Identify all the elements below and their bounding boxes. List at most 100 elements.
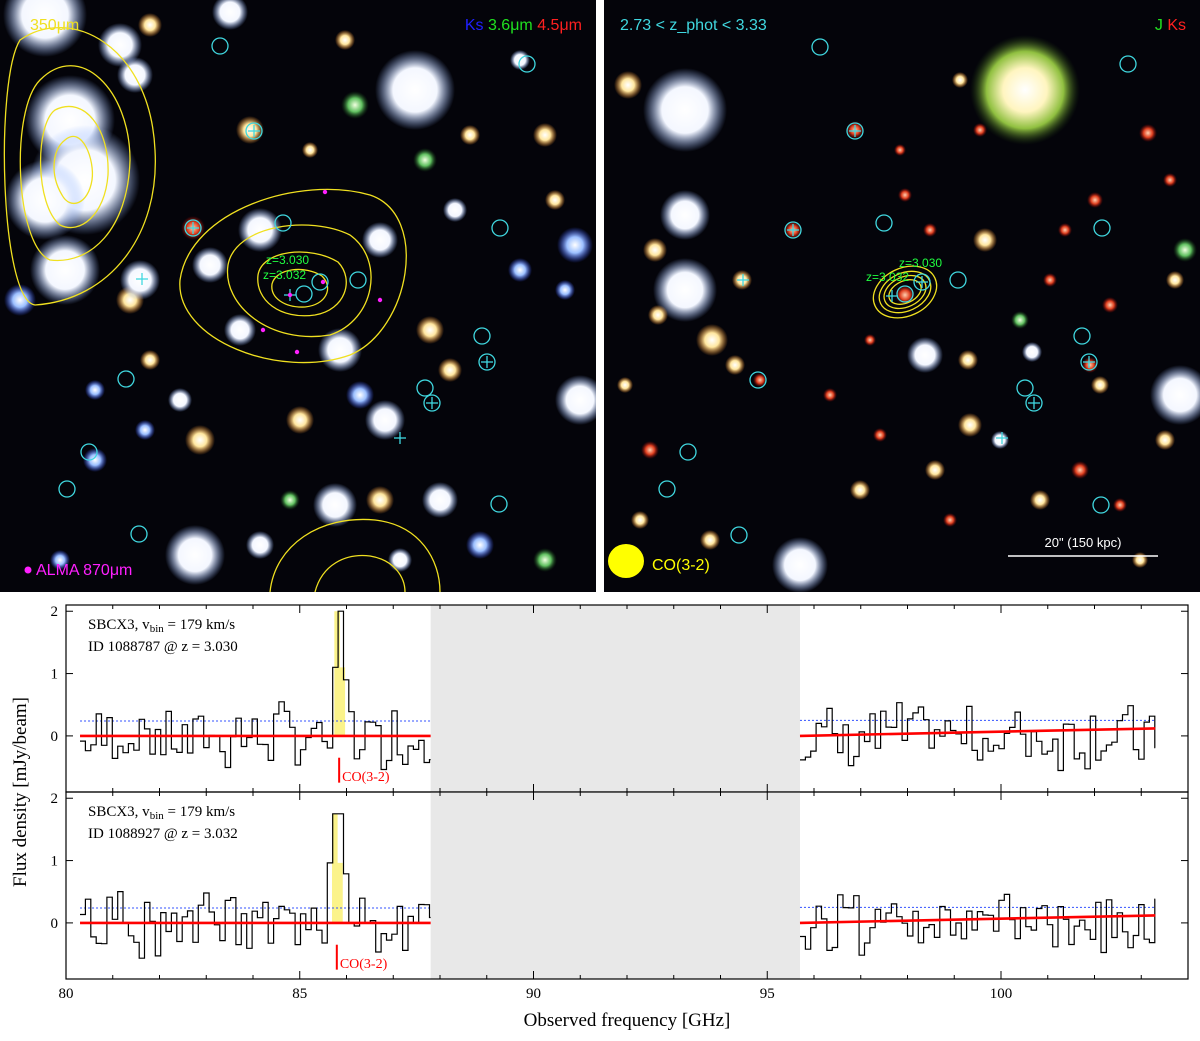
source-14	[1011, 311, 1029, 329]
alma-870um-label: ALMA 870μm	[36, 562, 132, 579]
candidate-circle-10	[1080, 353, 1098, 371]
right-image-panel: 2.73 < z_phot < 3.33 J Ks CO(3-2) 20" (1…	[604, 0, 1200, 592]
y-tick-label: 0	[51, 729, 59, 745]
source-21	[318, 328, 362, 372]
band-4-5um: 4.5μm	[537, 17, 582, 34]
source-6	[117, 57, 153, 93]
source-31	[185, 425, 215, 455]
spectrum-id-label: ID 1088787 @ z = 3.030	[88, 639, 238, 655]
candidate-circle-1	[1119, 55, 1137, 73]
source-19	[772, 537, 828, 592]
source-19	[238, 208, 282, 252]
source-34	[85, 380, 105, 400]
source-22	[617, 377, 633, 393]
co32-contour-2	[883, 274, 927, 310]
candidate-circle-6	[949, 271, 967, 289]
source-17	[555, 280, 575, 300]
source-52	[864, 334, 876, 346]
source-32	[168, 388, 192, 412]
contour-350um-7	[271, 268, 329, 308]
source-10	[973, 228, 997, 252]
left-source-field	[3, 0, 596, 585]
co32-contour-3	[888, 279, 922, 305]
alma-source-1	[320, 279, 326, 285]
source-16	[958, 413, 982, 437]
source-46	[894, 144, 906, 156]
candidate-circle-0	[211, 37, 229, 55]
co32-line-fill	[334, 611, 346, 736]
x-tick-label: 80	[59, 986, 74, 1002]
contour-350um-3	[53, 136, 94, 205]
source-49	[1043, 273, 1057, 287]
source-49	[50, 550, 70, 570]
alma-source-0	[287, 292, 293, 298]
contour-350um-4	[179, 188, 407, 364]
source-39	[313, 483, 357, 527]
y-tick-label: 0	[51, 916, 59, 932]
vbin-value: = 179 km/s	[164, 617, 236, 633]
contour-350um-6	[257, 251, 347, 317]
y-tick-label: 1	[51, 667, 59, 683]
source-26	[416, 316, 444, 344]
source-25	[120, 260, 160, 300]
source-6	[643, 238, 667, 262]
left-z-label-2: z=3.032	[263, 268, 306, 282]
band-j: J	[1155, 17, 1163, 34]
vbin-value: = 179 km/s	[164, 804, 236, 820]
source-34	[952, 72, 968, 88]
source-42	[1113, 498, 1127, 512]
source-24	[1071, 461, 1089, 479]
source-30	[286, 406, 314, 434]
source-13	[533, 123, 557, 147]
source-51	[388, 548, 412, 572]
band-ks: Ks	[1167, 17, 1186, 34]
candidate-circle-4	[274, 214, 292, 232]
contour-350um-0	[3, 27, 156, 306]
left-band-legend: Ks 3.6μm 4.5μm	[465, 17, 582, 34]
spectra-chart: CO(3-2) SBCX3, vbin = 179 km/s ID 1088787 …	[10, 604, 1189, 1031]
source-4	[653, 258, 717, 322]
contour-350um-8	[269, 518, 441, 592]
candidate-circle-16	[1092, 496, 1110, 514]
source-44	[943, 513, 957, 527]
source-47	[140, 350, 160, 370]
source-29	[346, 381, 374, 409]
alma-source-4	[294, 349, 300, 355]
source-52	[236, 116, 264, 144]
right-z-label-2: z=3.032	[866, 270, 909, 284]
candidate-circle-7	[896, 285, 914, 303]
source-16	[508, 258, 532, 282]
source-33	[1087, 192, 1103, 208]
right-z-label-1: z=3.030	[899, 256, 942, 270]
spectrum-field-label: SBCX3, vbin = 179 km/s	[88, 804, 235, 822]
source-17	[1030, 490, 1050, 510]
beam-label: CO(3-2)	[652, 557, 710, 574]
source-20	[362, 222, 398, 258]
frequency-gap-band	[430, 605, 800, 792]
candidate-circle-4	[875, 214, 893, 232]
source-48	[753, 373, 767, 387]
candidate-circle-8	[311, 273, 329, 291]
candidate-circle-14	[80, 443, 98, 461]
candidate-circle-9	[473, 327, 491, 345]
source-48	[545, 190, 565, 210]
x-tick-label: 100	[990, 986, 1013, 1002]
right-source-field	[614, 35, 1200, 592]
contour-350um-9	[314, 554, 406, 592]
candidate-circle-17	[730, 526, 748, 544]
candidate-circle-7	[295, 285, 313, 303]
source-23	[192, 247, 228, 283]
alma-source-3	[377, 297, 383, 303]
spectrum-panel-2: CO(3-2) SBCX3, vbin = 179 km/s ID 1088927 …	[51, 791, 1189, 980]
candidate-circle-5	[1093, 219, 1111, 237]
source-22	[224, 314, 256, 346]
zphot-range-label: 2.73 < z_phot < 3.33	[620, 17, 767, 34]
source-8	[138, 13, 162, 37]
band-ks: Ks	[465, 17, 484, 34]
scale-bar-label: 20" (150 kpc)	[1045, 535, 1122, 550]
continuum-fit-line	[799, 727, 1156, 738]
left-z-label-1: z=3.030	[266, 253, 309, 267]
continuum-fit-line	[799, 914, 1156, 925]
spectrum-panel-1: CO(3-2) SBCX3, vbin = 179 km/s ID 1088787 …	[51, 604, 1189, 793]
